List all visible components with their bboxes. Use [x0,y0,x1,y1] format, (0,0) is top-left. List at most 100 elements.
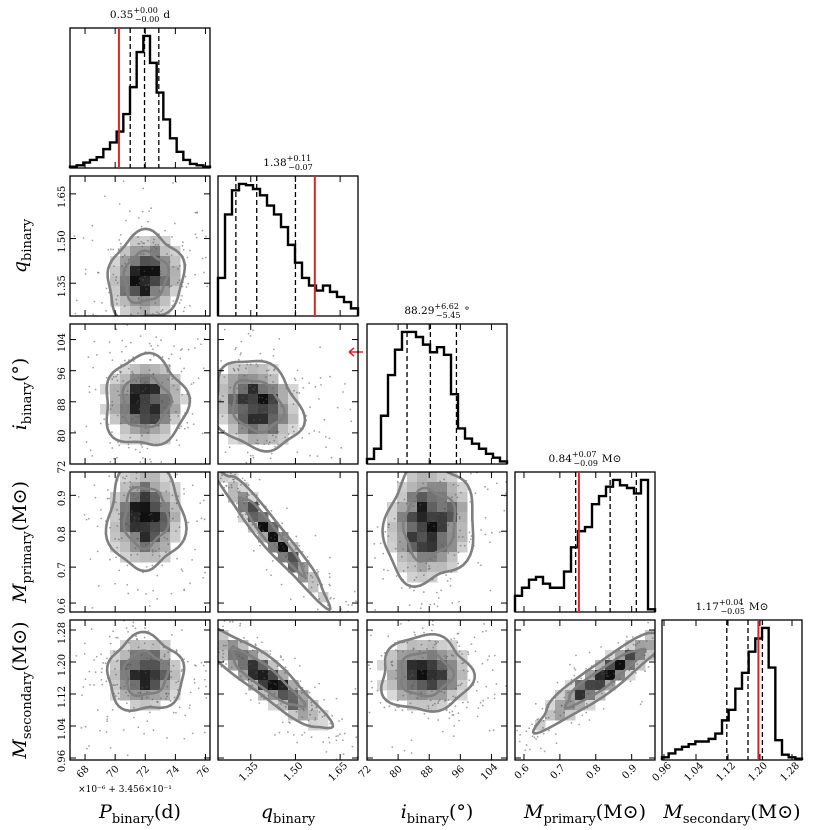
sample-point [105,287,108,290]
sample-point [243,418,246,421]
sample-point [137,518,140,520]
sample-point [114,684,116,687]
panel-inner [70,324,206,464]
sample-point [82,686,85,688]
sample-point [311,581,314,583]
sample-point [355,600,358,603]
sample-point [686,609,688,611]
sample-point [277,431,280,433]
sample-point [212,464,214,466]
sample-point [189,691,192,694]
sample-point [145,409,148,412]
sample-point [103,418,106,421]
sample-point [484,516,487,519]
sample-point [569,700,572,703]
density-cell [268,434,279,445]
sample-point [155,336,158,338]
sample-point [254,386,256,389]
sample-point [370,763,372,765]
sample-point [458,517,461,520]
density-cell [248,522,259,533]
sample-point [437,700,440,703]
density-cell [130,296,141,307]
sample-point [400,587,403,589]
sample-point [360,635,362,637]
sample-point [467,653,470,656]
sample-point [196,212,198,214]
sample-point [194,548,196,551]
sample-point [111,378,114,380]
sample-point [138,662,141,665]
sample-point [273,543,276,545]
sample-point [409,702,412,705]
sample-point [256,365,259,368]
sample-point [221,493,224,496]
panel-frame [69,323,211,465]
sample-point [83,642,86,645]
sample-point [97,452,99,454]
sample-point [99,422,102,425]
sample-point [613,672,615,675]
sample-point [402,548,404,550]
density-cell [170,394,181,405]
sample-point [382,761,384,763]
sample-point [223,328,226,331]
sample-point [269,682,272,684]
sample-point [474,446,476,448]
sample-point [294,657,296,660]
x-tick-label: 104 [479,762,500,783]
sample-point [607,675,609,678]
sample-point [164,229,166,232]
density-cell [447,690,458,701]
sample-point [229,472,232,475]
sample-point [150,207,153,210]
density-cell [437,482,448,493]
sample-point [73,235,76,238]
density-cell [248,374,259,385]
sample-point [470,643,473,646]
sample-point [249,507,252,510]
sample-point [151,698,154,701]
sample-point [207,395,209,397]
sample-point [247,679,250,682]
sample-point [161,309,164,311]
sample-point [176,281,179,284]
density-cell [238,640,249,651]
density-cell [447,562,458,573]
sample-point [402,694,405,697]
sample-point [364,689,366,691]
sample-point [183,367,186,370]
sample-point [141,457,144,459]
sample-point [246,493,249,496]
sample-point [150,396,153,399]
sample-point [384,785,386,787]
sample-point [310,736,313,739]
y-tick-label: 1.12 [57,686,68,708]
density-cell [555,690,566,701]
sample-point [442,607,444,609]
sample-point [151,284,153,287]
sample-point [351,745,354,748]
sample-point [207,334,209,336]
sample-point [141,434,143,437]
sample-point [373,653,375,655]
sample-point [298,392,301,394]
density-cell [238,434,249,445]
density-cell [218,394,229,405]
density-cell [457,542,468,553]
sample-point [132,625,134,627]
density-cell [130,404,141,415]
sample-point [203,336,205,338]
sample-point [127,592,130,595]
density-cell [140,670,151,681]
sample-point [396,480,399,483]
sample-point [246,663,249,666]
sample-point [280,703,282,705]
sample-point [130,553,132,556]
sample-point [75,655,78,657]
sample-point [376,689,379,692]
sample-point [141,696,143,699]
sample-point [92,313,95,316]
sample-point [426,512,429,514]
sample-point [156,497,159,500]
